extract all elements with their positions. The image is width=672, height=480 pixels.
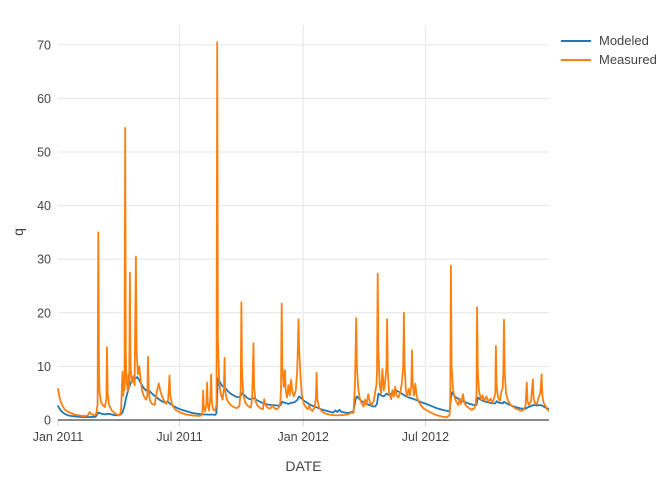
y-axis-title: q (10, 228, 26, 236)
y-tick-label: 0 (44, 414, 51, 428)
y-tick-label: 60 (37, 92, 51, 106)
x-tick-label: Jan 2012 (277, 430, 328, 444)
y-tick-label: 50 (37, 146, 51, 160)
legend-item-modeled[interactable]: Modeled (561, 31, 657, 50)
y-tick-label: 20 (37, 306, 51, 320)
x-tick-label: Jan 2011 (33, 430, 84, 444)
x-axis-title: DATE (285, 458, 322, 474)
y-tick-label: 30 (37, 253, 51, 267)
legend-label: Modeled (599, 33, 649, 48)
legend-label: Measured (599, 52, 657, 67)
x-tick-label: Jul 2011 (156, 430, 202, 444)
y-tick-label: 40 (37, 199, 51, 213)
legend-line-swatch-measured (561, 58, 591, 61)
y-tick-label: 10 (37, 360, 51, 374)
legend-item-measured[interactable]: Measured (561, 50, 657, 69)
y-tick-label: 70 (37, 38, 51, 52)
x-tick-label: Jul 2012 (402, 430, 449, 444)
legend: Modeled Measured (561, 31, 657, 69)
trace-measured[interactable] (57, 41, 550, 419)
legend-line-swatch-modeled (561, 39, 591, 42)
